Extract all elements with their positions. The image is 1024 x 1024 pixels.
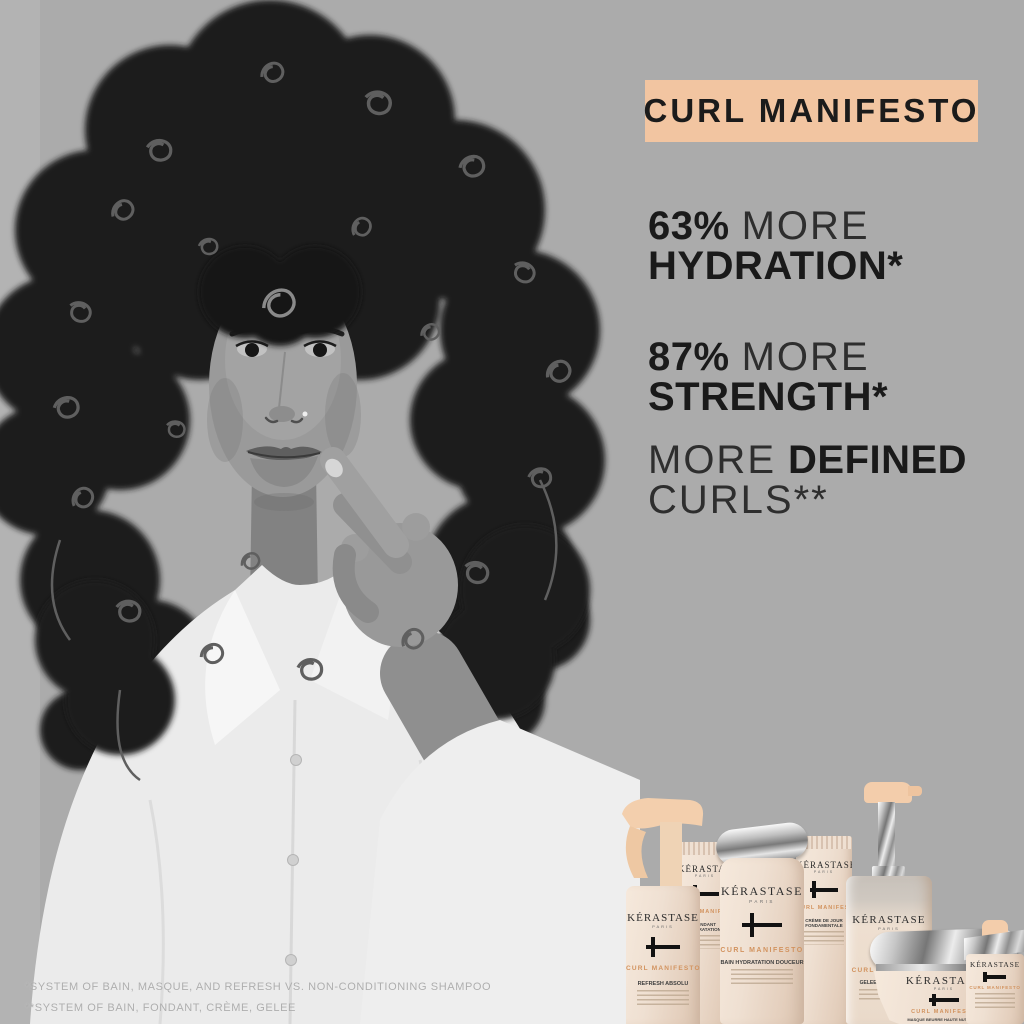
kerastase-cross-logo [929, 994, 959, 1006]
claim-emphasis: DEFINED [788, 438, 968, 482]
disclaimer-line-1: *SYSTEM OF BAIN, MASQUE, AND REFRESH VS.… [25, 981, 492, 993]
hand [320, 447, 640, 1024]
micro-text [803, 931, 845, 945]
claim-suffix: CURLS** [648, 478, 829, 522]
product-line: CURL MANIFESTO [796, 905, 852, 911]
pump-nozzle [908, 786, 922, 796]
product-refresh-spray: KÉRASTASE PARIS CURL MANIFESTO REFRESH A… [626, 886, 700, 1024]
brand-logo: KÉRASTASE [796, 860, 852, 870]
product-name: MASQUE BEURRE HAUTE NUTRITION [907, 1017, 981, 1022]
brand-city: PARIS [749, 899, 775, 904]
hair-fringe [199, 246, 361, 346]
brand-logo: KÉRASTASE [721, 884, 803, 898]
claim-connector: MORE [741, 335, 870, 379]
product-line: CURL MANIFESTO [720, 947, 804, 954]
pump-stem [878, 802, 895, 870]
shoulder-hair-locks [35, 525, 590, 755]
claim-subject: HYDRATION* [648, 244, 904, 288]
brand-city: PARIS [813, 870, 835, 874]
tube-crimp-seal [796, 836, 852, 849]
micro-text [974, 993, 1016, 1009]
product-name: CRÈME DE JOUR FONDAMENTALE [805, 918, 843, 928]
fingernail [325, 458, 343, 478]
brand-logo: KÉRASTASE [970, 960, 1020, 969]
claim-definition: MORE DEFINED CURLS** [648, 440, 967, 520]
kerastase-cross-logo [983, 972, 1006, 982]
shirt-sleeve [360, 720, 640, 1024]
disclaimer-line-2: **SYSTEM OF BAIN, FONDANT, CRÈME, GELEE [25, 1002, 296, 1014]
product-bain-bottle: KÉRASTASE PARIS CURL MANIFESTO BAIN HYDR… [720, 858, 804, 1024]
claim-stat: 87% [648, 335, 730, 379]
product-line: CURL MANIFESTO [911, 1009, 977, 1015]
product-name: FONDANT HYDRATATION [689, 922, 721, 932]
model-portrait-photo [0, 0, 640, 1024]
spray-trigger [622, 798, 704, 886]
curl-texture [50, 59, 575, 782]
kerastase-cross-logo [742, 913, 782, 937]
curl-manifesto-badge: CURL MANIFESTO [644, 80, 978, 142]
product-serum-bottle: KÉRASTASE CURL MANIFESTO [966, 954, 1024, 1024]
brand-city: PARIS [878, 926, 900, 931]
claim-line: MORE DEFINED [648, 440, 967, 480]
claim-strength: 87% MORE STRENGTH* [648, 337, 888, 417]
claim-line: 63% MORE [648, 206, 903, 246]
brand-logo: KÉRASTASE [678, 864, 732, 874]
brand-logo: KÉRASTASE [852, 914, 926, 926]
product-line: CURL MANIFESTO [678, 909, 732, 915]
product-name: BAIN HYDRATATION DOUCEUR [720, 960, 804, 966]
pump-dispenser-head [864, 782, 912, 803]
claim-stat: 63% [648, 204, 730, 248]
claim-line: 87% MORE [648, 337, 888, 377]
micro-text [730, 969, 794, 987]
micro-text [637, 990, 689, 1006]
product-line: CURL MANIFESTO [626, 965, 700, 972]
brand-logo: KÉRASTASE [627, 912, 699, 924]
product-creme-tube: KÉRASTASE PARIS CURL MANIFESTO CRÈME DE … [796, 836, 852, 1024]
brand-logo: KÉRASTASE [905, 975, 983, 987]
claim-hydration: 63% MORE HYDRATION* [648, 206, 903, 286]
brand-city: PARIS [694, 874, 716, 878]
claim-subject: STRENGTH* [648, 375, 889, 419]
product-line: CURL MANIFESTO [969, 985, 1021, 990]
product-lineup: KÉRASTASE PARIS CURL MANIFESTO REFRESH A… [614, 780, 1024, 1024]
claim-connector: MORE [741, 204, 870, 248]
kerastase-cross-logo [810, 881, 838, 898]
brand-city: PARIS [652, 924, 674, 929]
kerastase-cross-logo [646, 937, 680, 957]
disclaimer: *SYSTEM OF BAIN, MASQUE, AND REFRESH VS.… [25, 977, 491, 1019]
nose-stud [302, 411, 308, 417]
pump-collar [872, 866, 905, 879]
product-name: REFRESH ABSOLU [637, 981, 689, 987]
masque-jar-rim [876, 964, 1012, 973]
claim-prefix: MORE [648, 438, 776, 482]
brand-city: PARIS [933, 987, 955, 991]
